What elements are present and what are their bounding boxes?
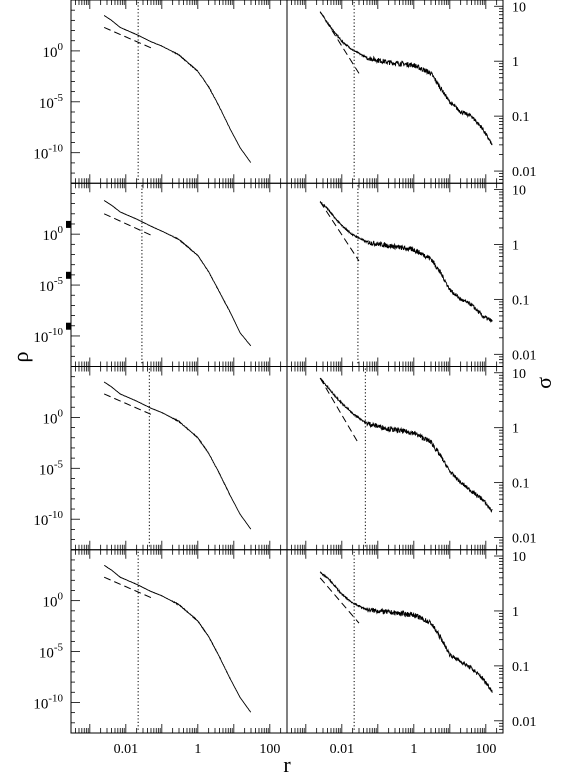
dispersion-reference-line <box>319 201 360 262</box>
x-tick-label: 0.01 <box>114 742 139 757</box>
density-panel-frame <box>70 366 288 551</box>
dispersion-panel <box>286 366 504 551</box>
panel-row-4 <box>70 549 504 734</box>
density-profile-line <box>103 200 252 347</box>
density-panel <box>70 182 288 367</box>
left-y-tick-label: 100 <box>43 41 64 61</box>
right-y-tick-label: 1 <box>512 422 519 437</box>
left-y-tick-label: 10-5 <box>39 458 64 478</box>
left-y-tick-label: 10-10 <box>33 143 63 163</box>
density-panel-frame <box>70 549 288 734</box>
left-y-tick-label: 10-10 <box>33 326 63 346</box>
left-y-axis-title: ρ <box>8 351 33 362</box>
dispersion-panel <box>286 182 504 367</box>
right-y-tick-label: 1 <box>512 238 519 253</box>
right-y-tick-label: 0.01 <box>512 165 537 180</box>
left-y-tick-label: 10-5 <box>39 275 64 295</box>
left-y-tick-label: 100 <box>43 224 64 244</box>
left-y-tick-label: 10-5 <box>39 92 64 112</box>
dispersion-reference-line <box>319 377 360 445</box>
left-edge-marker <box>66 271 71 279</box>
density-panel-frame <box>70 0 288 184</box>
dispersion-panel <box>286 0 504 184</box>
right-y-tick-label: 0.1 <box>512 660 530 675</box>
dispersion-panel-frame <box>286 549 504 734</box>
right-y-tick-label: 0.1 <box>512 293 530 308</box>
dispersion-profile-line <box>319 200 493 323</box>
x-tick-label: 100 <box>259 742 280 757</box>
left-y-tick-label: 10-10 <box>33 692 63 712</box>
right-y-axis-title: σ <box>531 377 556 389</box>
right-y-tick-label: 0.1 <box>512 477 530 492</box>
panel-row-1 <box>70 0 504 184</box>
dispersion-profile-line <box>319 571 493 693</box>
right-y-tick-label: 1 <box>512 605 519 620</box>
x-tick-label: 0.01 <box>330 742 355 757</box>
density-reference-line <box>103 576 152 599</box>
dispersion-panel-frame <box>286 366 504 551</box>
left-y-tick-label: 100 <box>43 407 64 427</box>
density-reference-line <box>103 27 152 49</box>
tick-labels-group: 100 10-5 10-10 10 1 0.1 0.01 100 10-5 10-10 10 1 0.1… <box>33 0 536 757</box>
density-panel <box>70 0 288 184</box>
density-reference-line <box>103 393 152 415</box>
left-y-tick-label: 100 <box>43 591 64 611</box>
dispersion-panel-frame <box>286 0 504 184</box>
right-y-tick-label: 10 <box>512 367 526 382</box>
left-y-tick-label: 10-5 <box>39 642 64 662</box>
density-panel <box>70 366 288 551</box>
density-panel-frame <box>70 182 288 367</box>
x-tick-label: 1 <box>194 742 201 757</box>
x-axis-title: r <box>283 752 291 775</box>
left-edge-marker <box>66 220 71 228</box>
density-profile-line <box>104 564 252 713</box>
right-y-tick-label: 0.01 <box>512 715 537 730</box>
right-y-tick-label: 10 <box>512 184 526 199</box>
density-profile-line <box>103 14 252 163</box>
panel-row-2 <box>66 182 504 367</box>
right-y-tick-label: 1 <box>512 55 519 70</box>
dispersion-profile-line <box>319 11 493 146</box>
right-y-tick-label: 0.01 <box>512 348 537 363</box>
x-tick-label: 100 <box>475 742 496 757</box>
x-tick-label: 1 <box>410 742 417 757</box>
dispersion-reference-line <box>319 577 360 624</box>
right-y-tick-label: 10 <box>512 550 526 565</box>
left-edge-marker <box>66 322 71 330</box>
dispersion-panel-frame <box>286 182 504 367</box>
panels-group <box>66 0 504 734</box>
density-reference-line <box>103 213 152 236</box>
dispersion-profile-line <box>319 377 493 513</box>
density-profile-line <box>103 381 252 530</box>
dispersion-panel <box>286 549 504 734</box>
left-y-tick-label: 10-10 <box>33 509 63 529</box>
panel-row-3 <box>70 366 504 551</box>
right-y-tick-label: 0.01 <box>512 532 537 547</box>
right-y-tick-label: 10 <box>512 0 526 15</box>
density-panel <box>70 549 288 734</box>
right-y-tick-label: 0.1 <box>512 110 530 125</box>
